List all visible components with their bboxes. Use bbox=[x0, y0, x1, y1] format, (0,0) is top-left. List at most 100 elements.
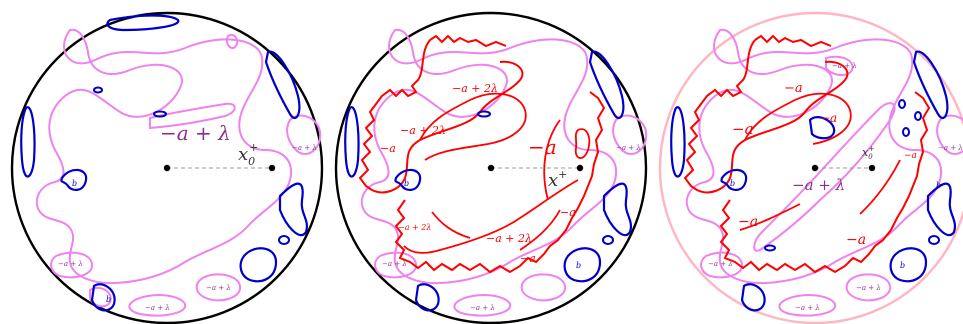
panel-1-blue-dot-1 bbox=[93, 86, 103, 94]
panel-3-blue-region-3 bbox=[720, 168, 748, 192]
panel-2-violet-region bbox=[360, 28, 618, 285]
panel-2-small-label-2: −a + λ bbox=[382, 260, 407, 268]
panel-1-main-label: −a + λ bbox=[160, 121, 231, 145]
panel-3-point-label: x0+ bbox=[862, 145, 875, 161]
panel-3-small-label-6: b bbox=[730, 179, 735, 188]
panel-2-red-boundary-inner bbox=[403, 92, 579, 254]
panel-2-blue-dot-2 bbox=[477, 110, 491, 118]
panel-2-red-small-loop bbox=[574, 128, 591, 159]
panel-2-main-label: −a bbox=[528, 135, 557, 159]
panel-2-inner-label-3: −a bbox=[380, 142, 396, 155]
panel-2-blue-dot-1 bbox=[602, 235, 614, 245]
panel-3: −a + λ x0+ −a −a −a −a −a −a −a + λ −a +… bbox=[658, 11, 963, 324]
panel-2-center-point bbox=[487, 164, 495, 172]
panel-2-violet-island-1 bbox=[612, 114, 648, 155]
panel-3-small-label-7: b bbox=[900, 261, 905, 270]
panel-2-x-point bbox=[576, 164, 584, 172]
panel-3-boundary-circle bbox=[658, 11, 963, 324]
panel-3-small-label-1: −a + λ bbox=[832, 62, 857, 70]
panel-2-small-label-5: b bbox=[576, 261, 581, 270]
panel-3-blue-region-2 bbox=[670, 106, 686, 178]
panel-3-inner-label-4: −a bbox=[738, 214, 758, 230]
panel-2-inner-label-2: −a + 2λ bbox=[400, 124, 446, 137]
panel-3-x0-point bbox=[868, 164, 876, 172]
panel-1-violet-island-5 bbox=[226, 34, 239, 50]
panel-1-boundary-circle bbox=[10, 11, 324, 324]
panel-1-small-label-2: −a + λ bbox=[58, 260, 83, 268]
panel-1-x0-point bbox=[268, 164, 276, 172]
panel-3-center-point bbox=[811, 164, 819, 172]
panel-1-violet-island-3 bbox=[195, 273, 242, 302]
panel-3-blue-region-1 bbox=[912, 50, 949, 120]
panel-1-blue-region-4 bbox=[60, 168, 88, 192]
panel-3-blue-region-7 bbox=[808, 116, 836, 140]
panel-1-point-label: x0+ bbox=[238, 141, 258, 168]
panel-2-blue-region-3 bbox=[394, 168, 422, 192]
panel-3-blue-dot-2 bbox=[898, 99, 906, 109]
panel-2-small-label-3: −a + λ bbox=[470, 304, 495, 312]
panel-2-red-boundary-lower bbox=[394, 91, 606, 274]
panel-2-inner-label-6: −a + 2λ bbox=[486, 232, 532, 245]
panel-3-violet-island-2 bbox=[700, 251, 744, 279]
panel-3-blue-region-6 bbox=[740, 283, 766, 312]
panel-1-small-label-3: −a + λ bbox=[206, 284, 231, 292]
panel-3-blue-region-5 bbox=[889, 247, 928, 283]
panel-1-blue-dot-3 bbox=[278, 235, 290, 245]
panel-3-small-label-5: −a + λ bbox=[795, 304, 820, 312]
panel-3-blue-dot-3 bbox=[914, 111, 922, 121]
panel-2: −a x+ −a + 2λ −a + 2λ −a −a + 2λ −a −a +… bbox=[334, 11, 648, 324]
panel-1-violet-island-2 bbox=[50, 251, 94, 279]
panel-1-small-label-1: −a + λ bbox=[292, 144, 317, 152]
panel-3-small-label-4: −a + λ bbox=[856, 284, 881, 292]
panel-1-small-label-5: b bbox=[72, 179, 77, 188]
panel-1-center-point bbox=[163, 164, 171, 172]
panel-1-violet-island-4 bbox=[128, 294, 187, 317]
panel-3-red-boundary-inner bbox=[739, 92, 901, 231]
panel-3-inner-label-2: −a bbox=[732, 120, 754, 138]
panel-2-blue-region-1 bbox=[588, 50, 625, 120]
panel-3-red-boundary-outer bbox=[683, 34, 849, 194]
panel-1: −a + λ x0+ −a + λ −a + λ −a + λ −a + λ b… bbox=[10, 11, 324, 324]
panel-1-blue-region-1 bbox=[106, 14, 180, 32]
panel-3-blue-dot-4 bbox=[902, 127, 910, 137]
panel-3-inner-label-1: −a bbox=[784, 81, 803, 96]
panel-1-blue-region-5 bbox=[278, 182, 308, 237]
panel-2-violet-island-4 bbox=[453, 294, 512, 317]
panel-3-blue-dot-5 bbox=[764, 244, 776, 252]
panel-3-small-label-3: −a + λ bbox=[708, 260, 733, 268]
panel-1-violet-finger bbox=[149, 102, 236, 130]
panel-2-inner-label-7: −a bbox=[520, 252, 536, 265]
panel-2-small-label-4: b bbox=[404, 179, 409, 188]
panel-2-point-label: x+ bbox=[548, 168, 567, 191]
panel-3-small-label-2: −a + λ bbox=[938, 144, 963, 152]
panel-2-red-boundary-outer bbox=[358, 34, 524, 194]
panel-3-main-label: −a + λ bbox=[792, 176, 845, 194]
panel-3-blue-dot-1 bbox=[928, 235, 940, 245]
panel-3-blue-region-4 bbox=[926, 182, 956, 237]
panel-3-violet-region bbox=[685, 28, 943, 285]
panel-2-inner-label-4: −a + 2λ bbox=[398, 223, 431, 232]
panel-2-inner-label-1: −a + 2λ bbox=[452, 82, 498, 95]
panel-2-boundary-circle bbox=[334, 11, 648, 324]
panel-1-blue-region-2 bbox=[264, 50, 301, 120]
panel-2-blue-region-6 bbox=[414, 283, 440, 312]
panel-1-blue-region-3 bbox=[20, 106, 36, 178]
panel-2-inner-label-5: −a bbox=[560, 206, 576, 219]
panel-3-inner-label-6: −a bbox=[904, 151, 917, 161]
panel-1-small-label-4: −a + λ bbox=[145, 304, 170, 312]
panel-3-small-label-8: b bbox=[936, 181, 941, 190]
panel-3-inner-label-5: −a bbox=[846, 232, 866, 248]
panel-3-violet-island-4 bbox=[778, 294, 837, 317]
panel-2-blue-region-5 bbox=[563, 247, 602, 283]
panel-1-blue-dot-2 bbox=[153, 110, 167, 118]
panel-3-violet-diagonal bbox=[753, 102, 896, 252]
panel-1-violet-region bbox=[35, 28, 293, 285]
panel-3-inner-label-3: −a bbox=[820, 111, 837, 125]
panel-2-violet-island-3 bbox=[520, 273, 567, 302]
panel-1-blue-region-6 bbox=[239, 247, 278, 283]
panel-2-small-label-1: −a + λ bbox=[616, 144, 641, 152]
panel-1-blue-region-7 bbox=[90, 283, 116, 312]
panel-2-blue-region-2 bbox=[344, 106, 360, 178]
panel-3-red-boundary-lower bbox=[719, 91, 931, 274]
panel-3-violet-island-3 bbox=[845, 273, 892, 302]
